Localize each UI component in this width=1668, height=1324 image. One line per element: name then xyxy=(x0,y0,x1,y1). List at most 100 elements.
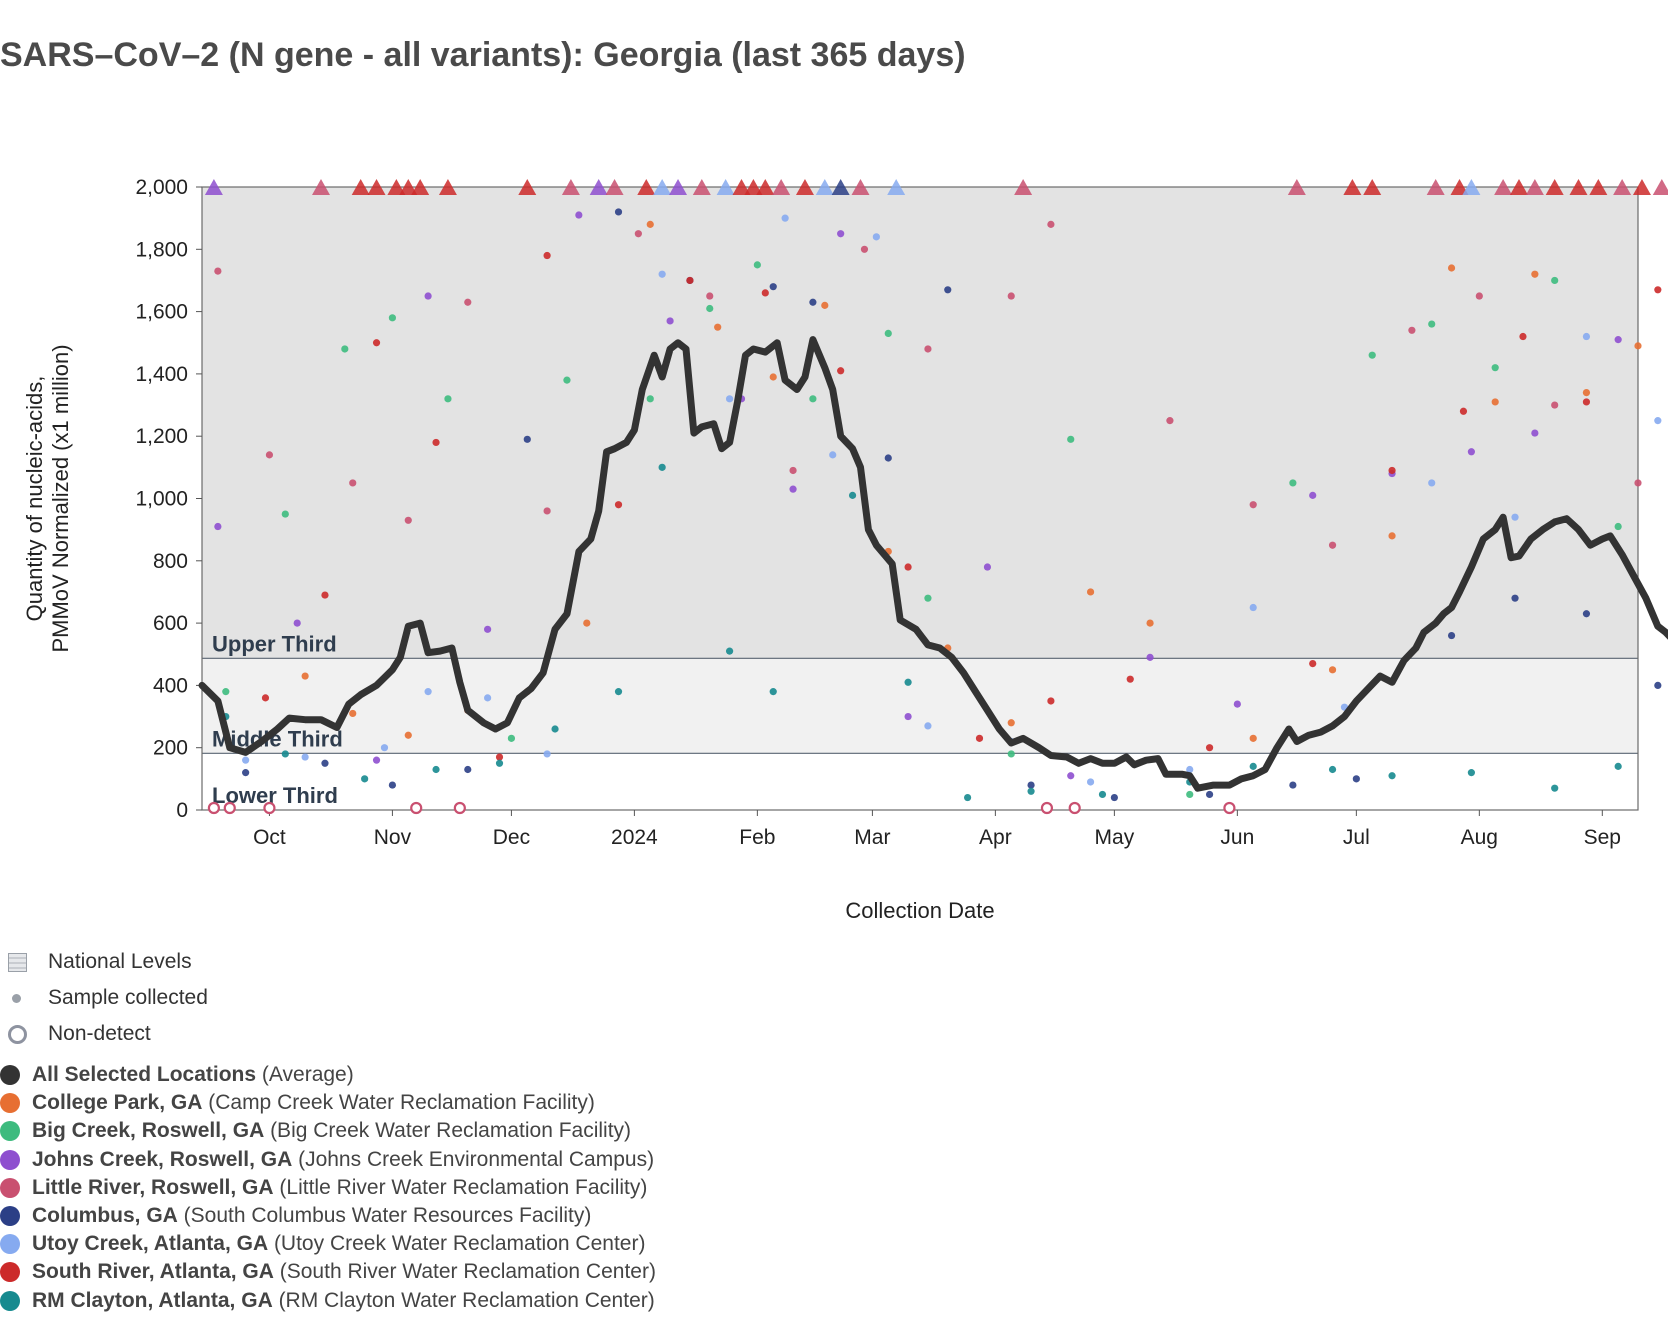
sample-point xyxy=(658,270,666,278)
sample-point xyxy=(646,395,654,403)
legend-location-item[interactable]: Johns Creek, Roswell, GA (Johns Creek En… xyxy=(0,1146,656,1174)
sample-point xyxy=(904,563,912,571)
x-tick-label: Sep xyxy=(1584,826,1621,849)
sample-point xyxy=(424,292,432,300)
sample-point xyxy=(872,233,880,241)
legend-nondetect-label: Non-detect xyxy=(48,1022,151,1045)
sample-point xyxy=(341,345,349,353)
sample-point xyxy=(214,522,222,531)
x-tick-label: Dec xyxy=(493,826,530,849)
x-tick-label: Mar xyxy=(854,826,890,849)
sample-point xyxy=(484,694,492,702)
sample-point xyxy=(1249,762,1257,770)
legend-location-item[interactable]: Big Creek, Roswell, GA (Big Creek Water … xyxy=(0,1117,656,1145)
legend-location-desc: (Johns Creek Environmental Campus) xyxy=(292,1147,655,1171)
legend-color-dot-icon xyxy=(0,1206,20,1227)
x-tick-label: May xyxy=(1095,826,1135,849)
sample-point xyxy=(261,694,270,702)
sample-point xyxy=(1447,264,1456,272)
overflow-marker xyxy=(756,179,775,195)
sample-point xyxy=(1511,594,1519,602)
legend-location-name: Johns Creek, Roswell, GA xyxy=(32,1147,293,1171)
overflow-marker xyxy=(411,179,430,195)
sample-point xyxy=(614,688,623,696)
non-detect-point xyxy=(453,801,466,815)
legend-national-label: National Levels xyxy=(48,950,192,973)
sample-point xyxy=(1249,603,1257,612)
legend-location-item[interactable]: College Park, GA (Camp Creek Water Recla… xyxy=(0,1089,656,1117)
overflow-marker xyxy=(1494,179,1513,195)
non-detect-point xyxy=(223,801,236,815)
sample-point xyxy=(1654,286,1662,294)
sample-point xyxy=(321,759,329,767)
sample-point xyxy=(1205,790,1214,799)
sample-point xyxy=(924,345,932,353)
sample-point xyxy=(495,759,504,767)
sample-point xyxy=(1467,769,1475,777)
sample-dot-icon xyxy=(12,993,21,1003)
legend-sample-collected: Sample collected xyxy=(8,980,208,1016)
sample-point xyxy=(646,220,654,228)
sample-point xyxy=(404,516,412,524)
overflow-marker xyxy=(815,179,834,195)
sample-point xyxy=(904,678,912,686)
overflow-marker xyxy=(1426,179,1445,195)
legend-location-name: Utoy Creek, Atlanta, GA xyxy=(32,1232,269,1256)
legend-location-item[interactable]: Utoy Creek, Atlanta, GA (Utoy Creek Wate… xyxy=(0,1230,656,1258)
sample-point xyxy=(388,314,397,322)
overflow-marker xyxy=(367,179,386,195)
sample-point xyxy=(706,292,714,300)
sample-point xyxy=(214,267,222,275)
sample-point xyxy=(1249,734,1257,742)
legend-color-dot-icon xyxy=(0,1121,20,1142)
overflow-marker xyxy=(1589,179,1608,195)
legend-locations: All Selected Locations (Average) College … xyxy=(0,1061,656,1315)
legend-location-item[interactable]: Little River, Roswell, GA (Little River … xyxy=(0,1174,656,1202)
sample-point xyxy=(983,563,992,571)
overflow-marker xyxy=(744,179,763,195)
sample-point xyxy=(1531,270,1539,278)
sample-point xyxy=(1582,610,1591,618)
overflow-marker xyxy=(669,179,688,195)
sample-point xyxy=(372,339,381,347)
sample-point xyxy=(924,722,932,730)
legend-location-item[interactable]: Columbus, GA (South Columbus Water Resou… xyxy=(0,1202,656,1230)
overflow-marker xyxy=(795,179,814,195)
sample-point xyxy=(242,769,250,777)
x-tick-label: Aug xyxy=(1461,826,1498,849)
sample-point xyxy=(1491,398,1499,406)
sample-point xyxy=(1531,429,1539,437)
sample-point xyxy=(1067,435,1075,443)
y-tick-label: 800 xyxy=(153,550,188,573)
overflow-marker xyxy=(518,179,537,195)
legend-location-item[interactable]: RM Clayton, Atlanta, GA (RM Clayton Wate… xyxy=(0,1287,656,1315)
sample-point xyxy=(975,734,984,742)
sample-point xyxy=(1551,276,1559,285)
overflow-marker xyxy=(716,179,735,195)
legend-location-item[interactable]: All Selected Locations (Average) xyxy=(0,1061,656,1089)
sample-point xyxy=(769,283,777,291)
sample-point xyxy=(361,775,369,783)
sample-point xyxy=(1146,619,1154,627)
legend-non-detect: Non-detect xyxy=(8,1016,208,1052)
sample-point xyxy=(464,298,472,306)
legend-location-desc: (RM Clayton Water Reclamation Center) xyxy=(272,1288,655,1312)
legend-national-levels[interactable]: National Levels xyxy=(8,944,208,980)
sample-point xyxy=(944,286,952,294)
legend-location-item[interactable]: South River, Atlanta, GA (South River Wa… xyxy=(0,1258,656,1286)
sample-point xyxy=(551,725,559,733)
sample-point xyxy=(1098,790,1107,799)
sample-point xyxy=(1086,778,1095,786)
overflow-marker xyxy=(831,179,850,195)
sample-point xyxy=(837,367,845,375)
sample-point xyxy=(301,672,309,680)
overflow-marker xyxy=(851,179,870,195)
y-tick-label: 1,800 xyxy=(135,238,188,261)
overflow-marker xyxy=(1525,179,1544,195)
sample-point xyxy=(1519,332,1527,341)
overflow-marker xyxy=(561,179,580,195)
sample-point xyxy=(372,756,381,764)
legend-location-name: College Park, GA xyxy=(32,1091,203,1115)
sample-point xyxy=(761,289,769,297)
sample-point xyxy=(1166,417,1174,425)
